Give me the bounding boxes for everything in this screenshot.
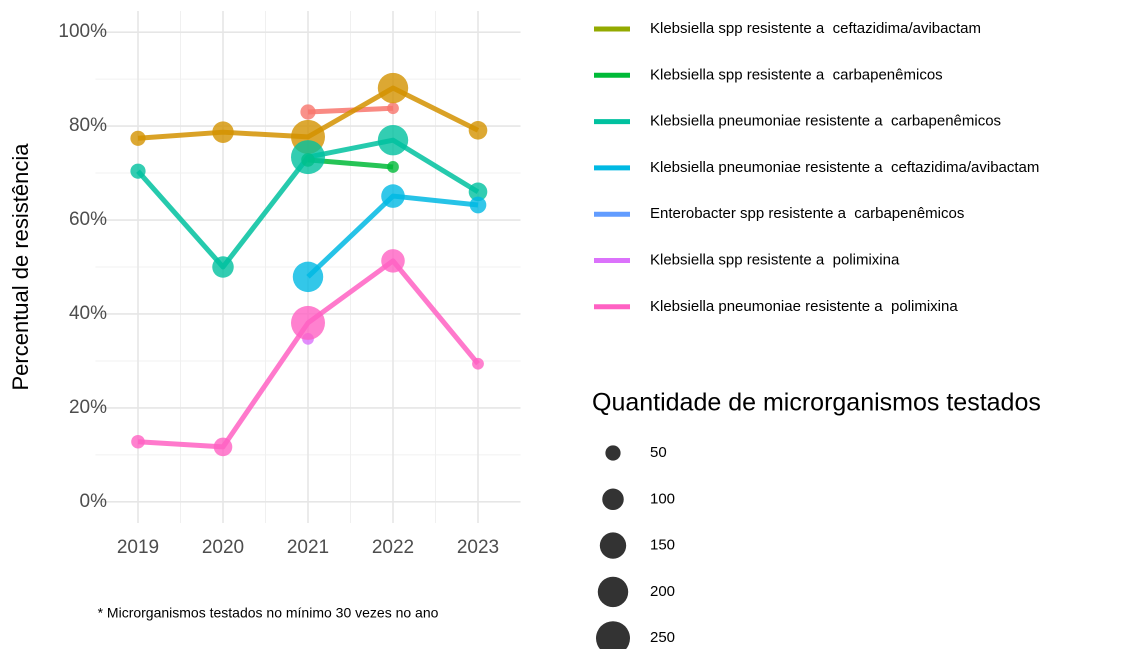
x-tick-label: 2021 — [287, 537, 329, 558]
bubble — [292, 261, 324, 293]
legend-label: Klebsiella spp resistente a ceftazidima/… — [650, 20, 981, 37]
legend-label: Klebsiella pneumoniae resistente a carba… — [650, 113, 1001, 130]
x-tick-label: 2023 — [457, 537, 499, 558]
bubble — [472, 357, 484, 370]
y-tick-label: 60% — [69, 209, 107, 230]
footnote: * Microrganismos testados no mínimo 30 v… — [98, 605, 439, 621]
bubble — [381, 249, 405, 273]
bubble — [468, 182, 488, 202]
size-legend-label: 200 — [650, 583, 675, 600]
size-legend-key — [605, 445, 621, 461]
bubble — [213, 437, 233, 457]
bubble — [469, 196, 487, 214]
size-legend-key — [596, 621, 630, 649]
bubble — [387, 102, 399, 115]
bubble — [212, 256, 234, 278]
size-legend-label: 50 — [650, 444, 667, 461]
bubble — [468, 120, 488, 140]
legend-label: Klebsiella pneumoniae resistente a polim… — [650, 298, 958, 315]
bubble — [130, 130, 146, 146]
bubble — [387, 161, 399, 173]
size-legend-key — [597, 576, 629, 608]
bubble — [377, 124, 409, 156]
size-legend-title: Quantidade de microrganismos testados — [592, 389, 1041, 417]
bubble — [131, 434, 145, 449]
size-legend-label: 250 — [650, 629, 675, 646]
x-tick-label: 2022 — [372, 537, 414, 558]
size-legend-label: 150 — [650, 537, 675, 554]
size-legend-key — [602, 488, 624, 511]
bubble — [381, 184, 405, 208]
bubble — [300, 104, 316, 120]
bubble — [212, 121, 234, 143]
x-tick-label: 2019 — [117, 537, 159, 558]
y-tick-label: 0% — [80, 491, 108, 512]
legend-label: Klebsiella spp resistente a carbapenêmic… — [650, 66, 943, 83]
y-tick-label: 80% — [69, 115, 107, 136]
x-tick-label: 2020 — [202, 537, 244, 558]
legend-label: Enterobacter spp resistente a carbapenêm… — [650, 205, 964, 222]
y-tick-label: 100% — [58, 21, 107, 42]
y-axis-title: Percentual de resistência — [8, 143, 33, 391]
bubble — [377, 72, 409, 104]
y-tick-label: 40% — [69, 303, 107, 324]
bubble — [291, 305, 325, 340]
bubble — [130, 163, 146, 179]
legend-label: Klebsiella pneumoniae resistente a cefta… — [650, 159, 1039, 176]
size-legend-key — [599, 532, 627, 559]
size-legend-label: 100 — [650, 490, 675, 507]
legend-label: Klebsiella spp resistente a polimixina — [650, 251, 900, 268]
y-tick-label: 20% — [69, 397, 107, 418]
bubble — [291, 140, 325, 175]
